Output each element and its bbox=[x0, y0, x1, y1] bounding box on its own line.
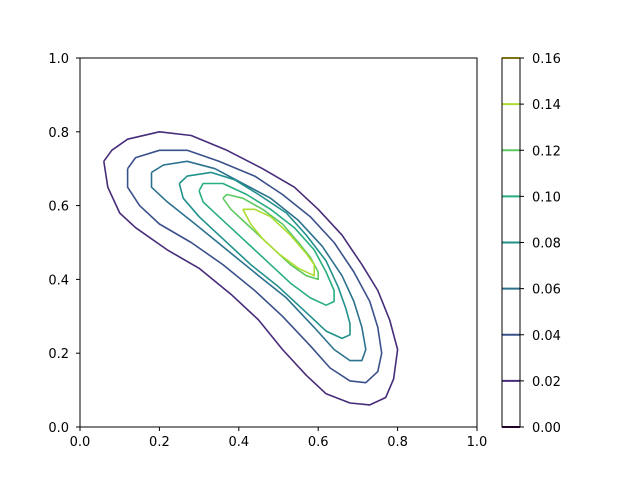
contour-level-6 bbox=[242, 208, 316, 277]
y-tick-label-3: 0.6 bbox=[48, 200, 69, 215]
colorbar-tick-label-1: 0.02 bbox=[532, 375, 561, 390]
colorbar-tick-label-8: 0.16 bbox=[532, 52, 561, 67]
contour-level-1 bbox=[126, 149, 383, 384]
colorbar-tick-label-2: 0.04 bbox=[532, 329, 561, 344]
contour-level-4 bbox=[198, 182, 335, 307]
x-tick-label-2: 0.4 bbox=[228, 435, 249, 450]
x-tick-label-1: 0.2 bbox=[149, 435, 170, 450]
colorbar: 0.00 0.02 0.04 0.06 0.08 0.10 0.12 0.14 … bbox=[501, 52, 561, 436]
y-tick-label-4: 0.8 bbox=[48, 126, 69, 141]
contour-level-3 bbox=[178, 171, 351, 340]
colorbar-tick-label-6: 0.12 bbox=[532, 144, 561, 159]
y-tick-label-0: 0.0 bbox=[48, 421, 69, 436]
x-tick-label-5: 1.0 bbox=[467, 435, 488, 450]
plot-area bbox=[79, 57, 478, 428]
contour-level-2 bbox=[150, 160, 367, 362]
colorbar-tick-label-3: 0.06 bbox=[532, 283, 561, 298]
y-tick-label-5: 1.0 bbox=[48, 52, 69, 67]
x-tick-label-3: 0.6 bbox=[308, 435, 329, 450]
colorbar-tick-label-4: 0.08 bbox=[532, 237, 561, 252]
x-tick-label-4: 0.8 bbox=[387, 435, 408, 450]
contour-level-0 bbox=[103, 131, 399, 406]
colorbar-tick-label-7: 0.14 bbox=[532, 98, 561, 113]
y-axis: 0.0 0.2 0.4 0.6 0.8 1.0 bbox=[48, 52, 80, 436]
y-tick-label-1: 0.2 bbox=[48, 347, 69, 362]
plot-frame bbox=[79, 57, 478, 428]
colorbar-tick-label-5: 0.10 bbox=[532, 190, 561, 205]
contour-level-5 bbox=[222, 193, 320, 281]
x-tick-label-0: 0.0 bbox=[70, 435, 91, 450]
contour-lines bbox=[103, 131, 399, 406]
colorbar-tick-label-0: 0.00 bbox=[532, 421, 561, 436]
x-axis: 0.0 0.2 0.4 0.6 0.8 1.0 bbox=[70, 427, 488, 450]
y-tick-label-2: 0.4 bbox=[48, 273, 69, 288]
